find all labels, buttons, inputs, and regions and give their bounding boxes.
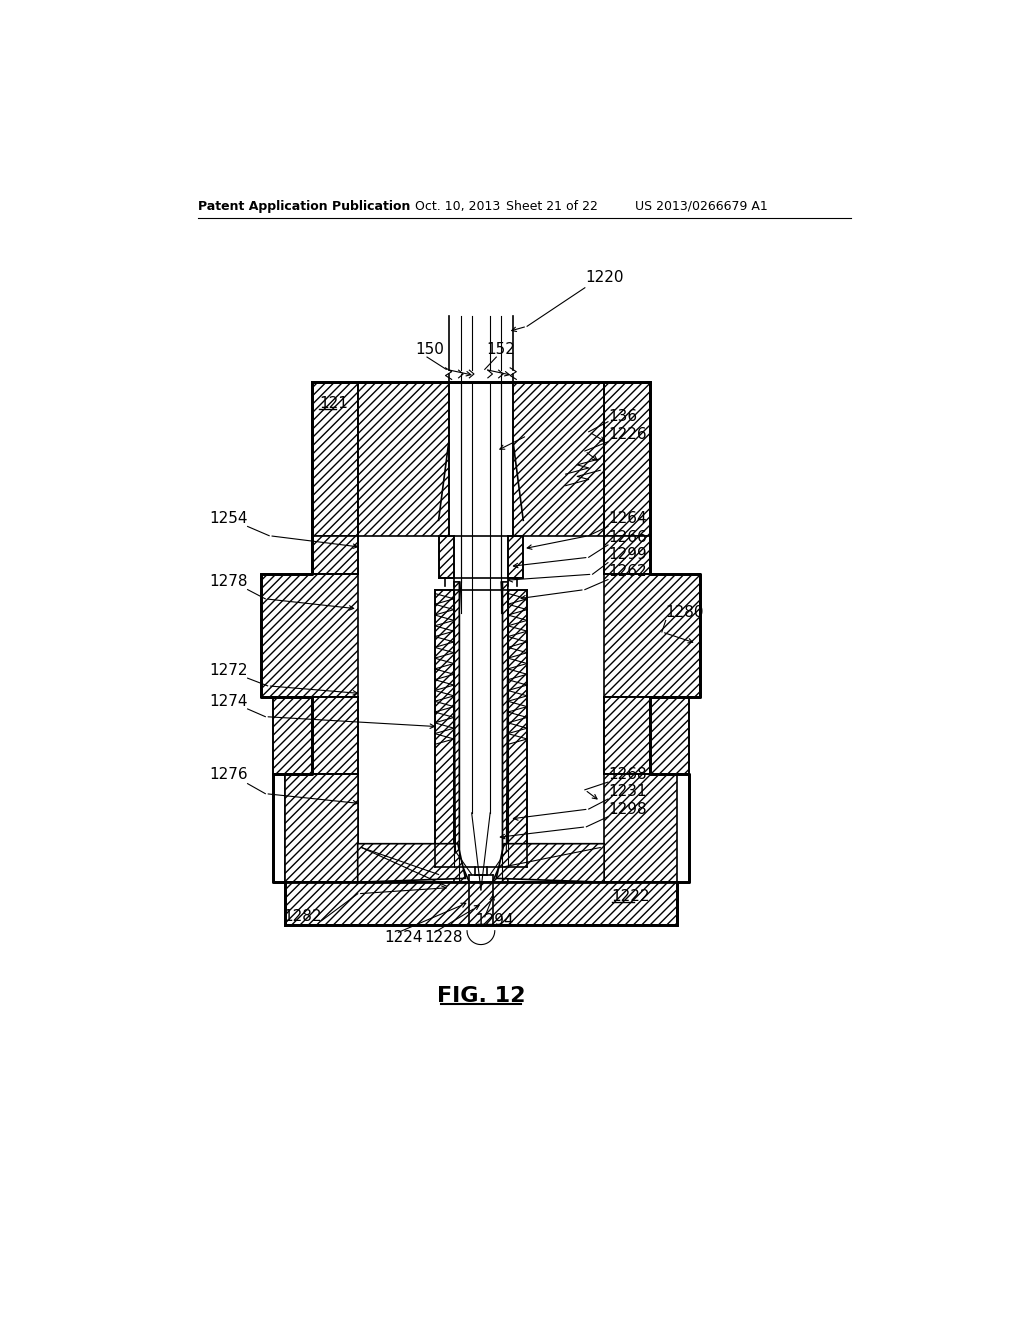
Polygon shape: [604, 697, 650, 775]
Polygon shape: [454, 582, 469, 882]
Polygon shape: [311, 536, 357, 574]
Polygon shape: [261, 381, 700, 924]
Polygon shape: [435, 590, 454, 867]
Text: Sheet 21 of 22: Sheet 21 of 22: [506, 199, 598, 213]
Text: 1299: 1299: [608, 548, 647, 562]
Text: FIG. 12: FIG. 12: [436, 986, 525, 1006]
Polygon shape: [261, 574, 357, 697]
Text: 1264: 1264: [608, 511, 646, 527]
Polygon shape: [273, 697, 311, 775]
Text: 1226: 1226: [608, 426, 646, 442]
Text: 1298: 1298: [608, 801, 646, 817]
Polygon shape: [508, 590, 527, 867]
Polygon shape: [604, 775, 677, 882]
Text: 1262: 1262: [608, 565, 646, 579]
Polygon shape: [438, 536, 454, 578]
Text: 121: 121: [319, 396, 348, 411]
Text: 1280: 1280: [666, 605, 705, 620]
Text: 1231: 1231: [608, 784, 646, 799]
Polygon shape: [513, 381, 604, 536]
Polygon shape: [604, 536, 650, 574]
Text: 150: 150: [416, 342, 444, 356]
Text: 1274: 1274: [209, 694, 248, 709]
Polygon shape: [311, 381, 357, 536]
Text: 1282: 1282: [283, 909, 322, 924]
Text: 1254: 1254: [209, 511, 248, 527]
Polygon shape: [357, 381, 449, 536]
Text: Oct. 10, 2013: Oct. 10, 2013: [416, 199, 501, 213]
Polygon shape: [604, 381, 650, 536]
Text: 1268: 1268: [608, 767, 646, 781]
Text: 1220: 1220: [585, 271, 624, 285]
Text: 1266: 1266: [608, 529, 647, 545]
Text: Patent Application Publication: Patent Application Publication: [199, 199, 411, 213]
Polygon shape: [508, 536, 523, 578]
Polygon shape: [285, 775, 357, 882]
Text: 1228: 1228: [425, 931, 463, 945]
Text: 1224: 1224: [385, 931, 423, 945]
Text: 1294: 1294: [475, 913, 514, 928]
Text: 152: 152: [486, 342, 515, 356]
Polygon shape: [650, 697, 689, 775]
Text: 1276: 1276: [209, 767, 248, 781]
Polygon shape: [285, 775, 357, 882]
Text: 1272: 1272: [209, 663, 248, 678]
Polygon shape: [285, 882, 677, 924]
Polygon shape: [357, 843, 466, 882]
Polygon shape: [604, 574, 700, 697]
Text: 1222: 1222: [611, 888, 650, 904]
Polygon shape: [497, 843, 604, 882]
Polygon shape: [311, 697, 357, 775]
Text: 136: 136: [608, 409, 637, 424]
Polygon shape: [493, 582, 508, 882]
Text: US 2013/0266679 A1: US 2013/0266679 A1: [635, 199, 768, 213]
Text: 1278: 1278: [209, 574, 248, 590]
